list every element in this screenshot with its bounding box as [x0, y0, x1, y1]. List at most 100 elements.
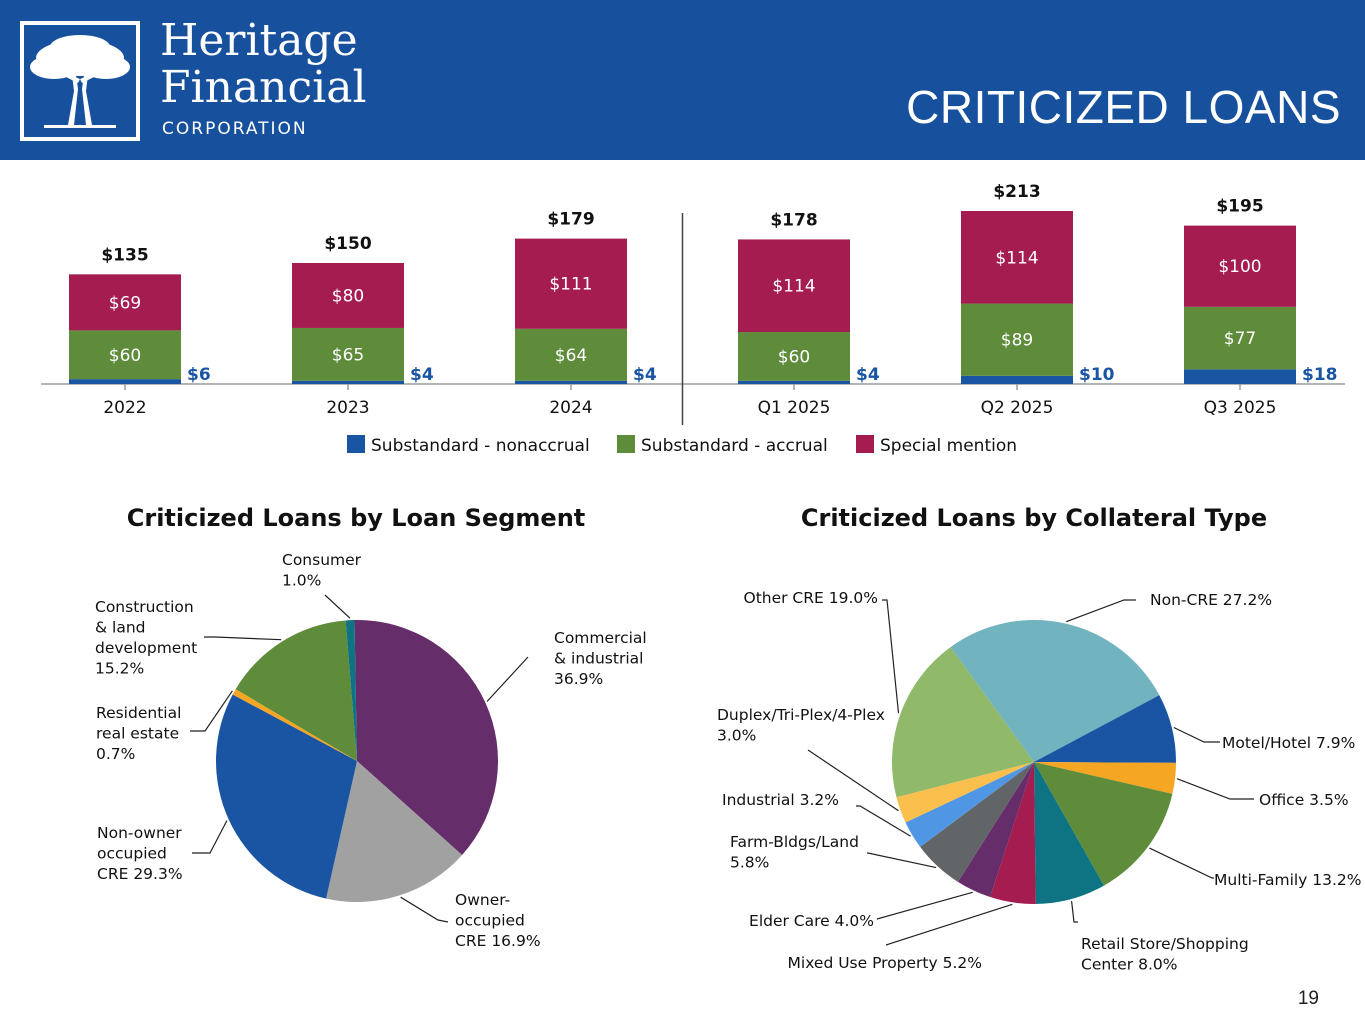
- segment-value-label: $80: [332, 286, 364, 306]
- legend-swatch: [347, 435, 365, 453]
- x-tick-label: Q1 2025: [758, 398, 831, 418]
- leader-line: [204, 636, 282, 641]
- bar-segment: [69, 379, 181, 384]
- bar-segment: [69, 274, 181, 331]
- slice-label: Construction: [95, 598, 194, 616]
- slice-label: 1.0%: [282, 572, 321, 590]
- leader-line: [1066, 599, 1136, 623]
- segment-value-label: $65: [332, 345, 364, 365]
- segment-value-label: $114: [995, 248, 1038, 268]
- legend-label: Special mention: [880, 436, 1017, 456]
- leader-line: [1176, 778, 1254, 800]
- bar-total-label: $150: [324, 234, 371, 254]
- collateral-pie-title: Criticized Loans by Collateral Type: [800, 504, 1268, 532]
- x-tick-label: Q3 2025: [1204, 398, 1277, 418]
- pie-slice: [891, 647, 1034, 798]
- bar-segment: [292, 380, 404, 384]
- slice-label: & land: [95, 619, 145, 637]
- slice-label: & industrial: [554, 650, 643, 668]
- leader-line: [876, 891, 973, 920]
- segment-value-label: $60: [109, 346, 141, 366]
- slice-label: 36.9%: [554, 670, 603, 688]
- nonaccrual-value-label: $4: [633, 365, 657, 385]
- slice-label: 3.0%: [717, 727, 756, 745]
- x-tick-label: 2024: [549, 398, 592, 418]
- pie-slice: [232, 689, 357, 761]
- pie-slice: [957, 762, 1034, 898]
- slice-label: Commercial: [554, 629, 647, 647]
- pie-slice: [920, 762, 1034, 882]
- legend-label: Substandard - nonaccrual: [371, 436, 590, 456]
- pie-slice: [950, 619, 1160, 762]
- slice-label: Elder Care 4.0%: [749, 912, 874, 930]
- leader-line: [324, 594, 351, 619]
- legend-swatch: [856, 435, 874, 453]
- segment-pie-title: Criticized Loans by Loan Segment: [126, 504, 586, 532]
- slice-label: occupied: [455, 912, 525, 930]
- leader-line: [807, 749, 899, 812]
- pie-slice: [905, 762, 1034, 847]
- leader-line: [885, 903, 1013, 946]
- pie-slice: [1034, 762, 1173, 886]
- bar-total-label: $213: [993, 182, 1040, 202]
- bar-segment: [515, 238, 627, 329]
- legend-label: Substandard - accrual: [641, 436, 828, 456]
- slice-label: 5.8%: [730, 854, 769, 872]
- leader-line: [856, 805, 911, 837]
- leader-line: [1149, 847, 1214, 879]
- pie-slice: [896, 762, 1034, 823]
- slice-label: Non-owner: [97, 824, 182, 842]
- bar-segment: [515, 328, 627, 381]
- header-banner: Heritage Financial CORPORATION CRITICIZE…: [0, 0, 1365, 160]
- page-title: CRITICIZED LOANS: [906, 81, 1341, 133]
- loan-segment-pie-chart: Commercial & industrial 36.9% Owner-occupie…: [95, 551, 647, 950]
- pie-slice: [216, 694, 357, 899]
- pie-slice: [235, 620, 357, 761]
- legend-swatch: [617, 435, 635, 453]
- criticized-loans-bar-chart: $6 $60 $69 $135 2022 $4 $65 $80 $150 2023 $4 $64 $11…: [41, 182, 1345, 456]
- brand-name-line3: CORPORATION: [162, 119, 308, 139]
- slice-label: Retail Store/Shopping: [1081, 935, 1249, 953]
- bar-total-label: $135: [101, 245, 148, 265]
- bar-segment: [961, 375, 1073, 384]
- slice-label: Farm-Bldgs/Land: [730, 833, 859, 851]
- pie-slice: [354, 619, 499, 856]
- slice-label: Residential: [96, 704, 181, 722]
- leader-line: [190, 690, 233, 732]
- segment-value-label: $114: [772, 277, 815, 297]
- segment-value-label: $89: [1001, 331, 1033, 351]
- slice-label: Owner-: [455, 891, 510, 909]
- bar-segment: [292, 327, 404, 381]
- segment-value-label: $100: [1218, 257, 1261, 277]
- brand-name-line2: Financial: [160, 62, 367, 113]
- bar-segment: [961, 303, 1073, 376]
- bar-segment: [1184, 225, 1296, 307]
- bar-segment: [738, 332, 850, 381]
- slice-label: Mixed Use Property 5.2%: [788, 954, 982, 972]
- slice-label: 0.7%: [96, 745, 135, 763]
- segment-value-label: $77: [1224, 329, 1256, 349]
- collateral-type-pie-chart: Non-CRE 27.2% Motel/Hotel 7.9% Office 3.5%…: [717, 589, 1362, 974]
- leader-line: [486, 656, 529, 702]
- slice-label: CRE 16.9%: [455, 932, 541, 950]
- leader-line: [400, 896, 449, 923]
- slice-label: Industrial 3.2%: [722, 791, 839, 809]
- nonaccrual-value-label: $4: [856, 365, 880, 385]
- brand-name-line1: Heritage: [160, 15, 358, 66]
- segment-value-label: $60: [778, 347, 810, 367]
- segment-value-label: $69: [109, 293, 141, 313]
- nonaccrual-value-label: $6: [187, 365, 211, 385]
- leader-line: [882, 599, 900, 714]
- x-tick-label: 2023: [326, 398, 369, 418]
- bar-total-label: $179: [547, 210, 594, 230]
- pie-slice: [1034, 762, 1104, 904]
- pie-slice: [326, 761, 463, 902]
- leader-line: [192, 820, 228, 854]
- slice-label: occupied: [97, 845, 167, 863]
- slice-label: Consumer: [282, 551, 362, 569]
- slice-label: Multi-Family 13.2%: [1214, 871, 1362, 889]
- segment-value-label: $64: [555, 346, 587, 366]
- bar-segment: [738, 239, 850, 333]
- slice-label: Non-CRE 27.2%: [1150, 591, 1272, 609]
- slice-label: Duplex/Tri-Plex/4-Plex: [717, 706, 885, 724]
